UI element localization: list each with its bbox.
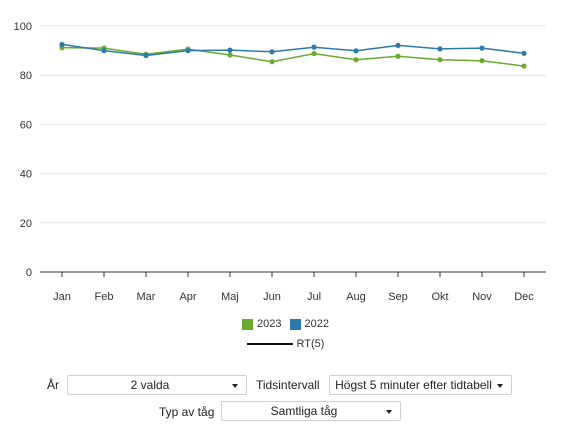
x-tick-label-Feb: Feb <box>95 291 114 303</box>
train-type-select[interactable]: Samtliga tåg <box>221 401 401 421</box>
data-point-2022-Okt[interactable] <box>437 46 443 52</box>
x-tick-labels: Jan Feb Mar Apr Maj Jun Jul Aug Sep Okt Nov Dec <box>53 291 534 303</box>
x-tick-label-Dec: Dec <box>514 291 534 303</box>
chevron-down-icon <box>386 410 392 414</box>
data-point-2022-Jun[interactable] <box>269 49 275 55</box>
x-tick-label-Jan: Jan <box>53 291 71 303</box>
train-type-label: Typ av tåg <box>159 405 215 419</box>
train-type-select-value: Samtliga tåg <box>270 404 338 418</box>
x-tick-label-Okt: Okt <box>431 291 448 303</box>
grid-lines <box>40 25 546 224</box>
chevron-down-icon <box>497 384 503 388</box>
data-point-2022-Aug[interactable] <box>353 48 359 54</box>
interval-select-value: Högst 5 minuter efter tidtabell <box>335 378 492 392</box>
year-label: År <box>47 378 59 392</box>
x-tick-label-Mar: Mar <box>137 291 156 303</box>
legend-swatch-2022 <box>289 318 301 330</box>
x-tick-label-Aug: Aug <box>346 291 366 303</box>
data-point-2022-Maj[interactable] <box>227 47 233 53</box>
data-point-2023-Okt[interactable] <box>437 57 443 63</box>
x-tick-label-Jun: Jun <box>263 291 281 303</box>
legend-rt5: RT(5) <box>0 338 571 350</box>
series-lines <box>59 41 527 69</box>
interval-label: Tidsintervall <box>256 378 320 392</box>
series-line-2023 <box>61 46 525 67</box>
x-tick-label-Maj: Maj <box>221 291 239 303</box>
legend-series: 2023 2022 <box>0 318 571 330</box>
legend-swatch-2023 <box>242 318 254 330</box>
data-point-2023-Maj[interactable] <box>227 52 233 58</box>
data-point-2023-Dec[interactable] <box>521 63 527 69</box>
y-tick-label-100: 100 <box>14 21 32 33</box>
legend-label-rt5: RT(5) <box>296 338 325 350</box>
data-point-2022-Nov[interactable] <box>479 45 485 51</box>
legend-item-rt5[interactable]: RT(5) <box>246 338 325 350</box>
legend-label-2023: 2023 <box>257 318 282 330</box>
data-point-2022-Feb[interactable] <box>101 48 107 54</box>
y-tick-label-60: 60 <box>20 119 32 131</box>
y-tick-label-0: 0 <box>26 267 32 279</box>
x-tick-label-Sep: Sep <box>388 291 408 303</box>
axes <box>40 271 546 277</box>
data-point-2022-Jan[interactable] <box>59 41 65 48</box>
y-tick-label-40: 40 <box>20 169 32 181</box>
x-tick-label-Apr: Apr <box>179 291 196 303</box>
line-chart: 0 20 40 60 80 100 Jan Feb Mar Apr Maj Jun Jul Aug Sep… <box>14 21 546 303</box>
y-tick-label-20: 20 <box>20 218 32 230</box>
data-point-2023-Sep[interactable] <box>395 53 401 59</box>
y-tick-labels: 0 20 40 60 80 100 <box>14 21 32 279</box>
year-select[interactable]: 2 valda <box>67 375 247 395</box>
legend-item-2022[interactable]: 2022 <box>289 318 329 330</box>
legend-item-2023[interactable]: 2023 <box>242 318 282 330</box>
year-select-value: 2 valda <box>130 378 170 392</box>
x-tick-label-Jul: Jul <box>307 291 321 303</box>
data-point-2022-Apr[interactable] <box>185 48 191 54</box>
chevron-down-icon <box>232 384 238 388</box>
legend-line-swatch <box>246 343 293 345</box>
data-point-2023-Nov[interactable] <box>479 58 485 64</box>
x-tick-label-Nov: Nov <box>472 291 492 303</box>
data-point-2022-Dec[interactable] <box>521 50 527 56</box>
data-point-2022-Sep[interactable] <box>395 42 401 49</box>
data-point-2022-Jul[interactable] <box>311 44 317 50</box>
legend-label-2022: 2022 <box>304 318 329 330</box>
data-point-2023-Jul[interactable] <box>311 50 317 57</box>
data-point-2023-Jun[interactable] <box>269 59 275 65</box>
series-line-2022 <box>61 43 525 57</box>
data-point-2022-Mar[interactable] <box>143 52 149 59</box>
data-point-2023-Aug[interactable] <box>353 57 359 63</box>
y-tick-label-80: 80 <box>20 70 32 82</box>
interval-select[interactable]: Högst 5 minuter efter tidtabell <box>329 375 512 395</box>
